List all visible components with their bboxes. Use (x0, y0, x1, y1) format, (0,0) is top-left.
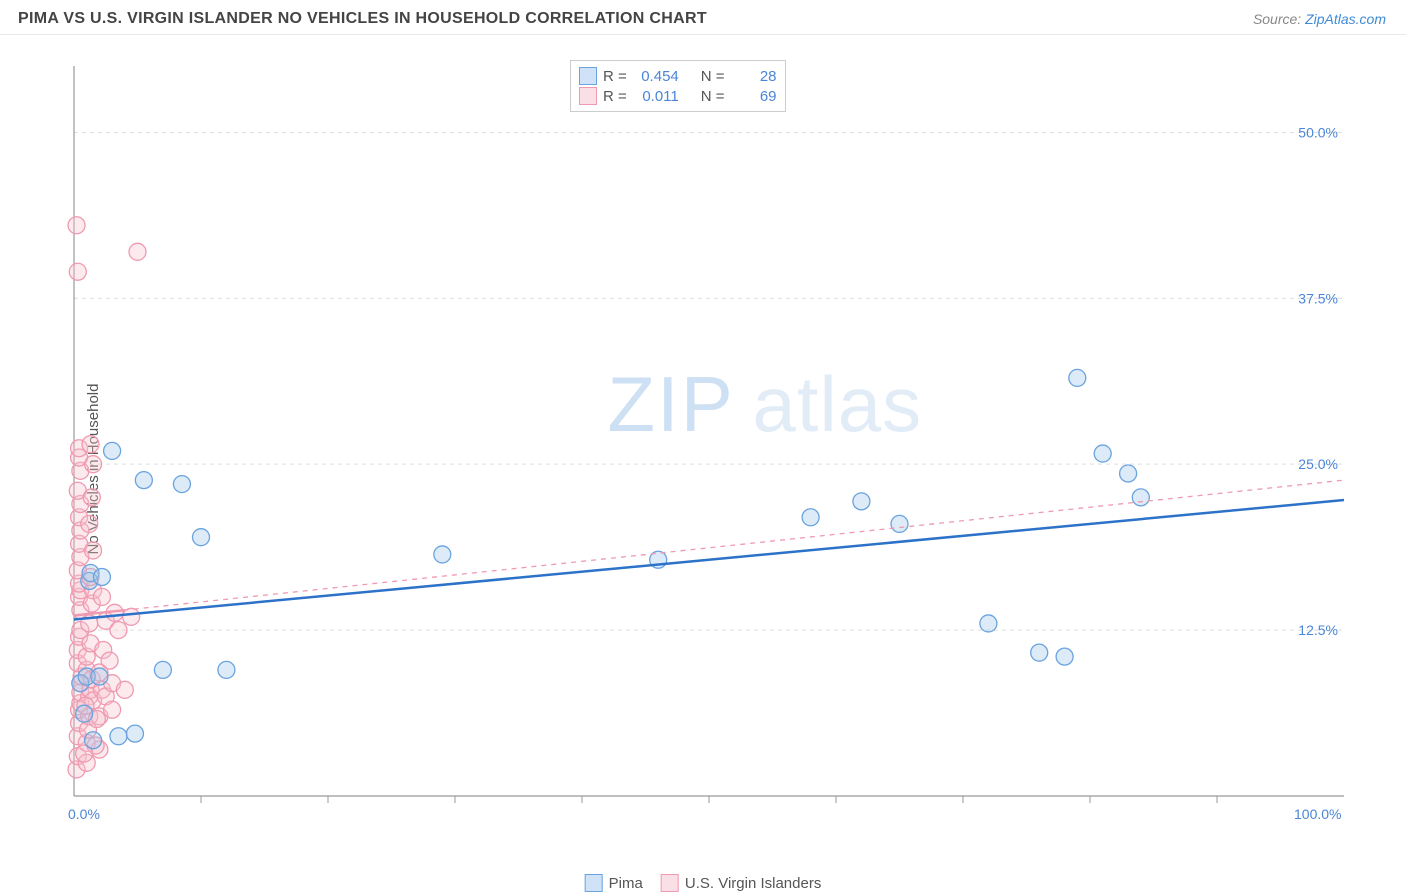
legend-swatch-usvi (579, 87, 597, 105)
legend-label: Pima (609, 875, 643, 892)
legend-n-label: N = (701, 68, 725, 85)
svg-text:37.5%: 37.5% (1298, 290, 1338, 306)
svg-text:25.0%: 25.0% (1298, 456, 1338, 472)
chart-header: PIMA VS U.S. VIRGIN ISLANDER NO VEHICLES… (0, 0, 1406, 35)
svg-text:12.5%: 12.5% (1298, 622, 1338, 638)
legend-label: U.S. Virgin Islanders (685, 875, 821, 892)
legend-series: Pima U.S. Virgin Islanders (585, 874, 822, 892)
legend-item-pima: Pima (585, 874, 643, 892)
legend-swatch-icon (585, 874, 603, 892)
legend-n-value: 28 (731, 68, 777, 85)
legend-stat-row: R = 0.011 N = 69 (579, 87, 777, 105)
svg-text:atlas: atlas (752, 360, 922, 448)
chart-area: No Vehicles in Household ZIPatlas12.5%25… (18, 46, 1388, 892)
x-axis-max-label: 100.0% (1294, 806, 1341, 822)
legend-statistics: R = 0.454 N = 28 R = 0.011 N = 69 (570, 60, 786, 112)
legend-swatch-icon (661, 874, 679, 892)
source-prefix: Source: (1253, 11, 1305, 27)
source-link[interactable]: ZipAtlas.com (1305, 11, 1386, 27)
legend-n-value: 69 (731, 88, 777, 105)
legend-item-usvi: U.S. Virgin Islanders (661, 874, 821, 892)
legend-r-value: 0.454 (633, 68, 679, 85)
scatter-plot: ZIPatlas 12.5% 25.0% 37.5% 50.0% (54, 46, 1374, 846)
legend-r-label: R = (603, 68, 627, 85)
legend-swatch-pima (579, 67, 597, 85)
chart-source: Source: ZipAtlas.com (1253, 11, 1386, 27)
svg-text:ZIP: ZIP (607, 360, 734, 448)
x-axis-min-label: 0.0% (68, 806, 100, 822)
chart-title: PIMA VS U.S. VIRGIN ISLANDER NO VEHICLES… (18, 10, 707, 28)
legend-r-label: R = (603, 88, 627, 105)
svg-text:50.0%: 50.0% (1298, 124, 1338, 140)
legend-n-label: N = (701, 88, 725, 105)
legend-r-value: 0.011 (633, 88, 679, 105)
legend-stat-row: R = 0.454 N = 28 (579, 67, 777, 85)
